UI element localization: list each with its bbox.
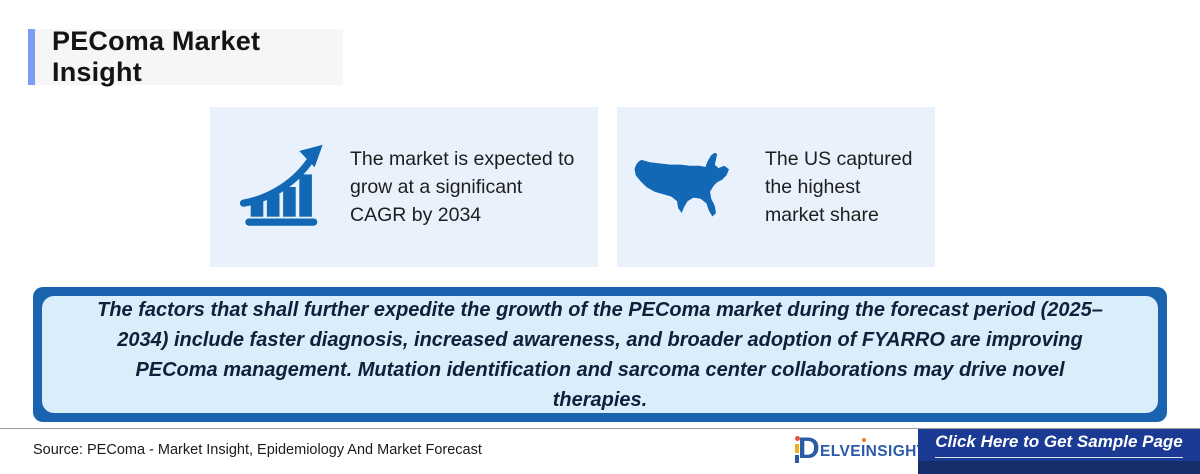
get-sample-page-button[interactable]: Click Here to Get Sample Page — [918, 429, 1200, 461]
page-title: PEComa Market Insight — [52, 26, 261, 87]
market-growth-card: The market is expected to grow at a sign… — [210, 107, 598, 267]
us-market-share-card: The US captured the highest market share — [617, 107, 935, 267]
key-factors-banner: The factors that shall further expedite … — [33, 287, 1167, 422]
wordmark-part3: NSIGHT — [865, 443, 927, 460]
logo-letter-d: D — [798, 432, 820, 465]
logo-bar-yellow — [795, 444, 799, 453]
wordmark-dotted-i: I — [860, 443, 866, 460]
key-factors-banner-inner: The factors that shall further expedite … — [42, 296, 1158, 413]
page-title-block: PEComa Market Insight — [28, 26, 343, 87]
us-market-share-text: The US captured the highest market share — [765, 148, 913, 226]
growth-chart-icon — [236, 141, 332, 233]
wordmark-part1: ELVE — [820, 443, 861, 460]
get-sample-page-label: Click Here to Get Sample Page — [935, 432, 1183, 458]
cta-base-strip — [918, 460, 1200, 474]
key-factors-text: The factors that shall further expedite … — [97, 298, 1103, 411]
delveinsight-logo[interactable]: D ELVEINSIGHT — [795, 433, 927, 465]
source-text: Source: PEComa - Market Insight, Epidemi… — [33, 442, 482, 458]
logo-bar-blue — [795, 455, 799, 463]
us-map-icon — [629, 142, 751, 232]
delveinsight-logo-icon: D — [795, 432, 820, 465]
footer-divider — [0, 428, 1200, 429]
logo-dot — [795, 436, 800, 441]
market-growth-text: The market is expected to grow at a sign… — [350, 148, 575, 226]
delveinsight-wordmark: ELVEINSIGHT — [820, 441, 927, 465]
